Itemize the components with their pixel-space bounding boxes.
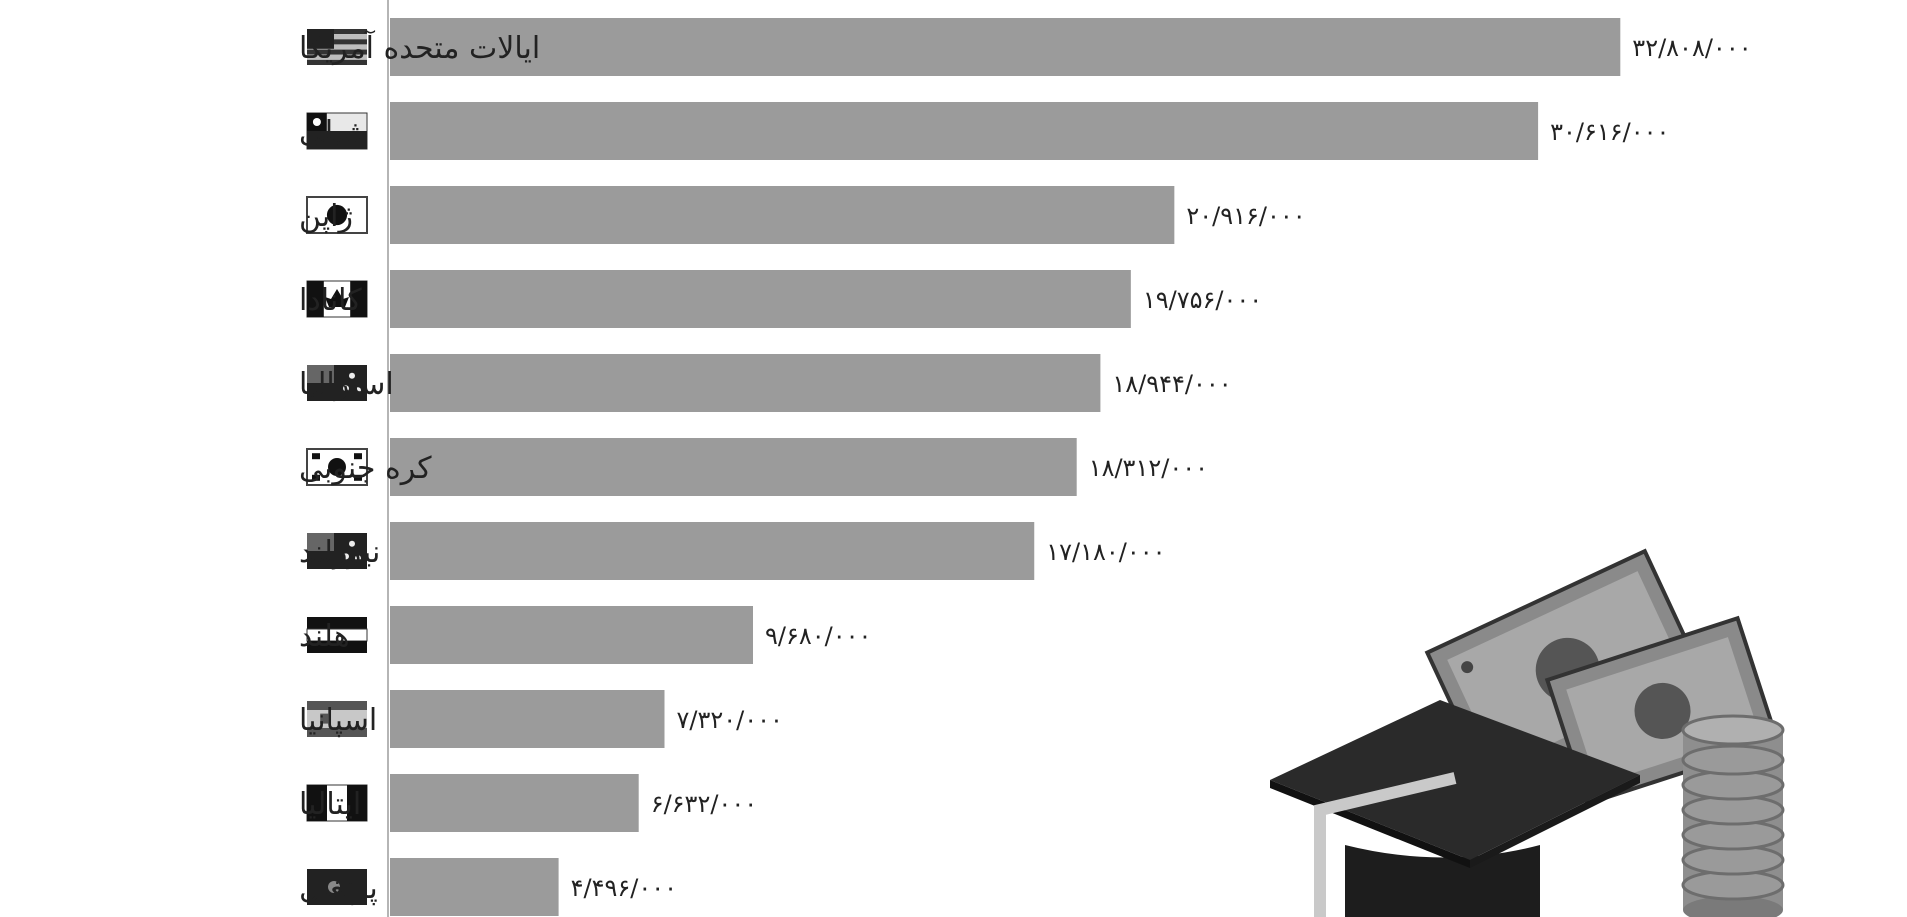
bar-10 [390, 858, 559, 916]
spain-flag-icon [307, 701, 367, 737]
value-label-1: ۳۰/۶۱۶/۰۰۰ [1550, 118, 1669, 146]
value-label-0: ۳۲/۸۰۸/۰۰۰ [1632, 34, 1751, 62]
category-label-6: نیوزلند [299, 535, 380, 570]
bar-5 [390, 438, 1077, 496]
netherlands-flag-icon [306, 617, 368, 653]
bar-6 [390, 522, 1035, 580]
bar-1 [390, 102, 1539, 160]
value-label-9: ۶/۶۳۲/۰۰۰ [651, 790, 757, 818]
value-label-10: ۴/۴۹۶/۰۰۰ [571, 874, 677, 902]
usa-flag-icon [307, 29, 367, 65]
category-label-9: ایتالیا [299, 787, 361, 822]
value-label-5: ۱۸/۳۱۲/۰۰۰ [1089, 454, 1208, 482]
category-label-3: کانادا [299, 283, 362, 318]
category-label-7: هلند [299, 619, 350, 654]
bar-7 [390, 606, 753, 664]
australia-flag-icon [307, 365, 367, 401]
value-label-4: ۱۸/۹۴۴/۰۰۰ [1112, 370, 1231, 398]
new-zealand-flag-icon [307, 533, 367, 569]
category-label-2: ژاپن [299, 199, 353, 234]
category-label-1: شیلی [299, 115, 368, 150]
portugal-flag-icon [307, 869, 367, 905]
bar-0 [390, 18, 1621, 76]
japan-flag-icon [306, 196, 368, 234]
value-label-8: ۷/۳۲۰/۰۰۰ [677, 706, 783, 734]
chile-flag-icon [306, 112, 368, 150]
south-korea-flag-icon [306, 448, 368, 486]
bar-8 [390, 690, 665, 748]
category-label-0: ایالات متحده آمریکا [299, 30, 540, 66]
graduation-cap-money-icon [1270, 548, 1785, 917]
bar-3 [390, 270, 1131, 328]
value-label-2: ۲۰/۹۱۶/۰۰۰ [1186, 202, 1305, 230]
canada-flag-icon [306, 280, 368, 318]
category-label-4: استرالیا [299, 367, 394, 402]
category-label-5: کره جنوبی [299, 451, 432, 486]
category-label-8: اسپانیا [299, 703, 377, 738]
italy-flag-icon [306, 784, 368, 822]
bar-4 [390, 354, 1101, 412]
value-label-3: ۱۹/۷۵۶/۰۰۰ [1143, 286, 1262, 314]
category-label-10: پرتغال [299, 871, 378, 906]
value-label-7: ۹/۶۸۰/۰۰۰ [765, 622, 871, 650]
bar-9 [390, 774, 639, 832]
value-label-6: ۱۷/۱۸۰/۰۰۰ [1046, 538, 1165, 566]
bar-2 [390, 186, 1175, 244]
chart-rows: ۳۲/۸۰۸/۰۰۰ ایالات متحده آمریکا ۳۰/۶۱۶/۰۰۰ ش… [299, 18, 1752, 916]
